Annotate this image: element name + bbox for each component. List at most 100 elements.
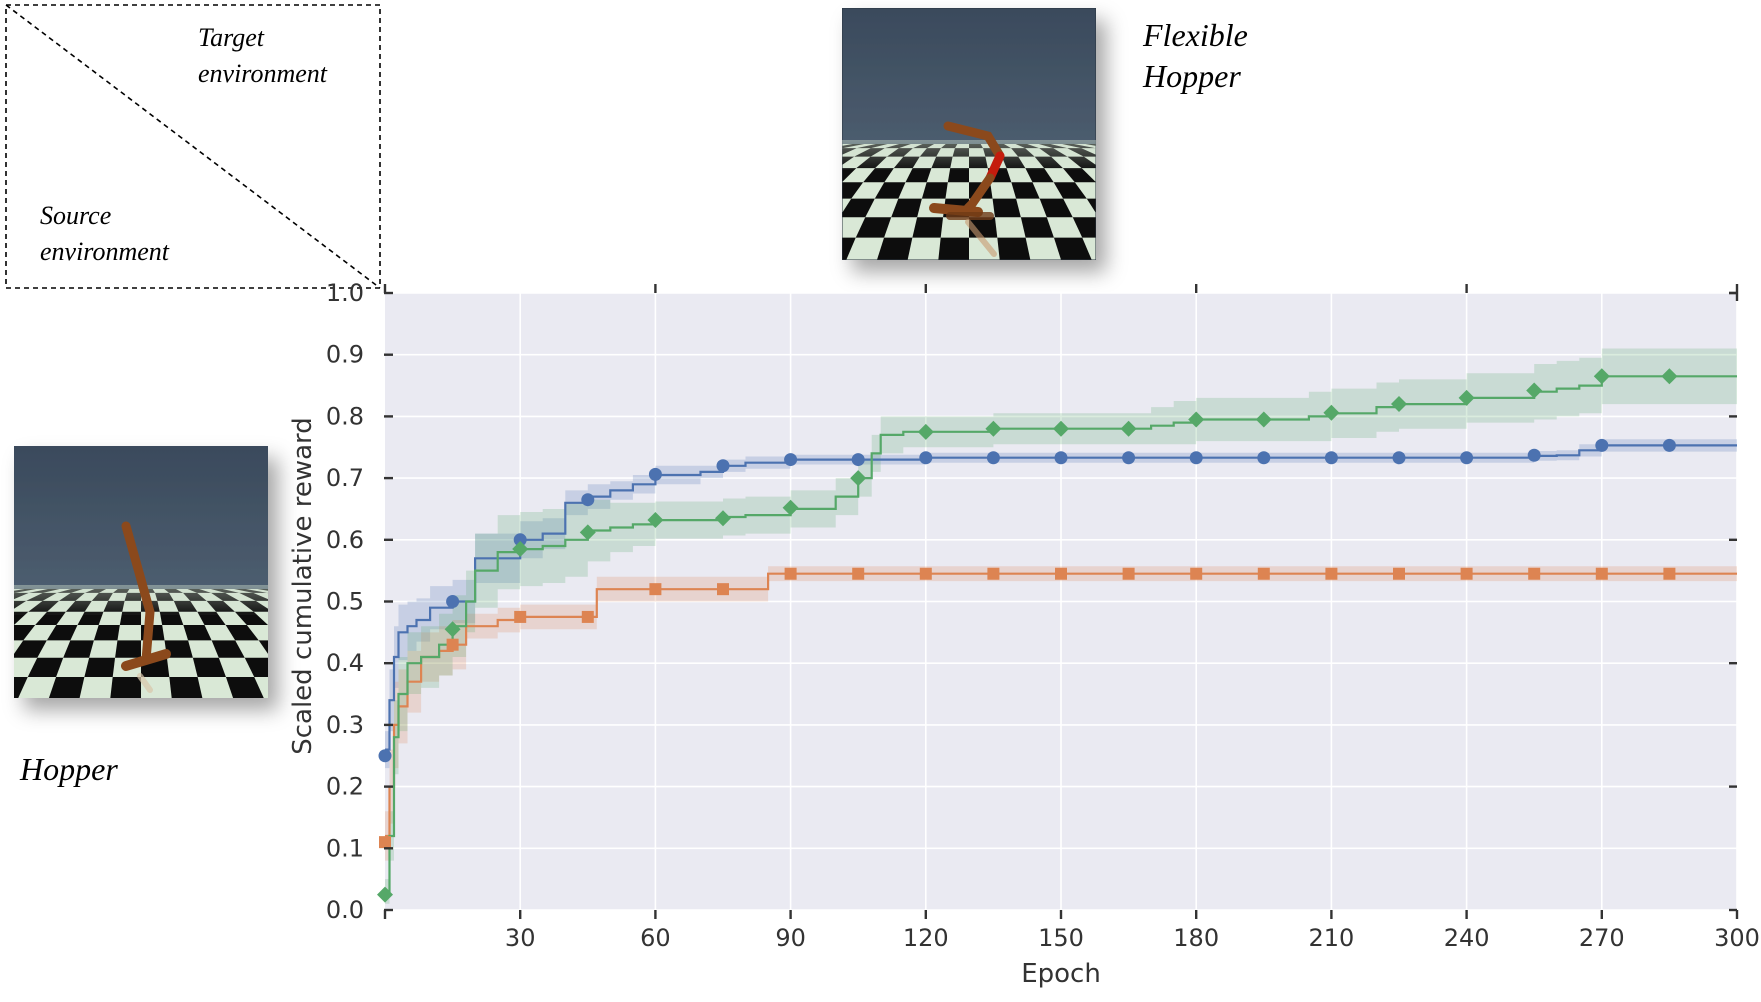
- checker-tile: [693, 238, 743, 260]
- series-0-point: [446, 595, 460, 608]
- checker-tile: [27, 657, 64, 678]
- series-0-point: [716, 459, 730, 473]
- checker-tile: [164, 640, 193, 658]
- y-tick-label: 0.2: [326, 773, 364, 801]
- checker-tile: [743, 217, 788, 237]
- checker-tile: [48, 677, 85, 698]
- series-2-point: [512, 541, 529, 558]
- checker-tile: [1332, 217, 1394, 237]
- y-tick-label: 1.0: [326, 279, 364, 307]
- hopper-title: Hopper: [19, 751, 118, 787]
- checker-tile: [754, 238, 799, 260]
- x-tick-label: 30: [505, 924, 536, 952]
- y-axis-label: Scaled cumulative reward: [288, 417, 318, 755]
- x-tick-label: 90: [775, 924, 806, 952]
- y-tick-label: 0.5: [326, 588, 364, 616]
- checker-tile: [779, 168, 819, 182]
- checker-tile: [570, 238, 629, 260]
- series-1-point: [1055, 567, 1067, 580]
- checker-tile: [516, 217, 580, 237]
- x-tick-label: 180: [1173, 924, 1219, 952]
- series-1-point: [1190, 567, 1203, 580]
- x-axis-label: Epoch: [1021, 959, 1101, 989]
- series-1-point: [919, 567, 932, 580]
- checker-tile: [119, 611, 141, 625]
- checker-tile: [1138, 168, 1181, 182]
- target-label-line1: Target: [198, 23, 265, 52]
- series-1-point: [1528, 567, 1541, 580]
- checker-tile: [1176, 168, 1223, 182]
- series-0-point: [1460, 451, 1474, 465]
- x-tick-label: 120: [903, 924, 949, 952]
- x-tick-label: 60: [640, 924, 671, 952]
- y-tick-labels: 0.0 0.1 0.2 0.3 0.4 0.5 0.6 0.7 0.8 0.9 1.0: [326, 279, 364, 924]
- checker-tile: [509, 238, 573, 260]
- target-label-line2: environment: [198, 59, 328, 88]
- checker-tile: [1199, 157, 1251, 169]
- series-1-point: [1595, 567, 1608, 580]
- series-0-point: [378, 749, 392, 763]
- series-0-point: [919, 451, 933, 465]
- checker-tile: [225, 677, 264, 698]
- series-2-point: [850, 470, 867, 487]
- y-tick-label: 0.7: [326, 464, 364, 492]
- checker-tile: [258, 640, 268, 654]
- y-tick-label: 0.3: [326, 711, 364, 739]
- checker-tile: [1138, 182, 1181, 198]
- series-2-point: [985, 420, 1002, 437]
- series-1-point: [649, 583, 662, 596]
- checker-tile: [1228, 199, 1280, 218]
- checker-tile: [912, 217, 944, 238]
- checker-tile: [1053, 182, 1087, 199]
- plot-area: 30 60 90 120 150 180 210 240 270 300 0.0 0.1 0.2 0.3…: [288, 279, 1760, 989]
- checker-tile: [1166, 157, 1213, 169]
- series-1-point: [1393, 567, 1405, 580]
- checker-tile: [115, 640, 141, 658]
- checker-tile: [1025, 168, 1054, 183]
- checker-tile: [801, 144, 841, 148]
- series-0-point: [1189, 451, 1203, 465]
- flexible-hopper-title-line1: Flexible: [1142, 17, 1248, 53]
- checker-tile: [1072, 217, 1096, 238]
- series-2-point: [1120, 420, 1137, 437]
- y-tick-label: 0.0: [326, 896, 364, 924]
- checker-tile: [668, 157, 723, 169]
- checker-tile: [1322, 199, 1384, 218]
- series-0-point: [1122, 451, 1136, 465]
- checker-tile: [876, 237, 913, 260]
- checker-tile: [652, 168, 707, 182]
- checker-tile: [855, 217, 892, 238]
- checker-tile: [874, 182, 906, 199]
- checker-tile: [938, 237, 969, 260]
- hopper-robot: [121, 521, 171, 693]
- axis-ticks: [383, 284, 1739, 919]
- series-1-point: [1325, 567, 1338, 580]
- series-1-point: [446, 638, 459, 651]
- checker-tile: [1251, 168, 1308, 182]
- checker-tile: [14, 640, 47, 658]
- checker-tile: [1100, 168, 1138, 182]
- checker-tile: [77, 611, 104, 625]
- checker-tile: [947, 168, 969, 183]
- checker-tile: [0, 589, 13, 593]
- series-0-point: [1324, 451, 1338, 465]
- checker-tile: [1062, 168, 1096, 183]
- checker-tile: [1224, 238, 1276, 260]
- checker-tile: [1181, 182, 1228, 198]
- checker-tile: [1179, 148, 1231, 156]
- checker-tile: [773, 144, 818, 148]
- checker-tile: [1280, 217, 1337, 237]
- series-1-point: [1663, 567, 1676, 580]
- series-0-point: [1527, 448, 1541, 462]
- series-markers: [377, 368, 1678, 903]
- series-0-line: [385, 444, 1737, 751]
- checker-tile: [1125, 217, 1168, 237]
- checker-tile: [1133, 157, 1176, 169]
- series-2-point: [1661, 368, 1678, 385]
- checker-tile: [842, 237, 856, 260]
- checker-tile: [706, 157, 756, 169]
- checker-tile: [592, 182, 651, 198]
- checker-tile: [799, 217, 839, 237]
- checker-tile: [1111, 238, 1154, 260]
- series-1-point: [379, 836, 391, 849]
